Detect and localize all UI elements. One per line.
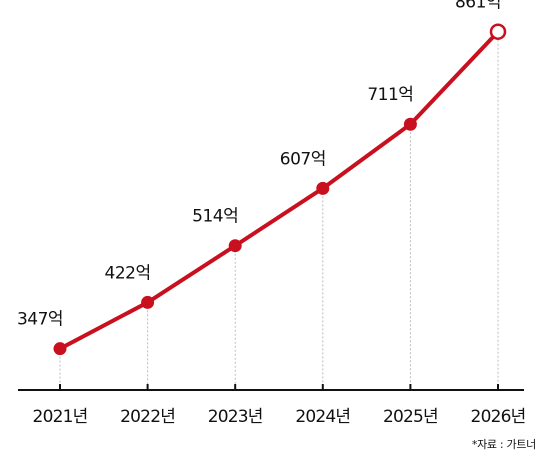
data-label: 861억 xyxy=(455,0,501,13)
data-point xyxy=(141,295,155,309)
data-point xyxy=(53,342,67,356)
x-axis-ticks xyxy=(59,384,499,390)
data-label: 607억 xyxy=(280,149,326,169)
series-line xyxy=(58,29,500,351)
guide-lines xyxy=(59,31,499,390)
data-label: 514억 xyxy=(192,207,238,227)
data-label: 711억 xyxy=(367,85,413,105)
x-tick-label: 2025년 xyxy=(383,407,438,427)
data-label: 422억 xyxy=(105,263,151,283)
x-tick-label: 2024년 xyxy=(295,407,350,427)
x-tick-label: 2021년 xyxy=(33,407,88,427)
data-label: 347억 xyxy=(17,310,63,330)
x-tick-label: 2026년 xyxy=(471,407,526,427)
data-point xyxy=(228,239,242,253)
x-tick-label: 2022년 xyxy=(120,407,175,427)
data-point-forecast xyxy=(489,23,507,40)
data-points xyxy=(53,23,507,356)
source-note: *자료 : 가트너 xyxy=(471,438,536,451)
x-tick-label: 2023년 xyxy=(208,407,263,427)
data-point xyxy=(316,181,330,195)
data-point xyxy=(403,117,417,131)
x-axis-tick-labels: 2021년 2022년 2023년 2024년 2025년 2026년 xyxy=(33,407,527,427)
data-labels: 347억 422억 514억 607억 711억 861억 xyxy=(17,0,502,330)
